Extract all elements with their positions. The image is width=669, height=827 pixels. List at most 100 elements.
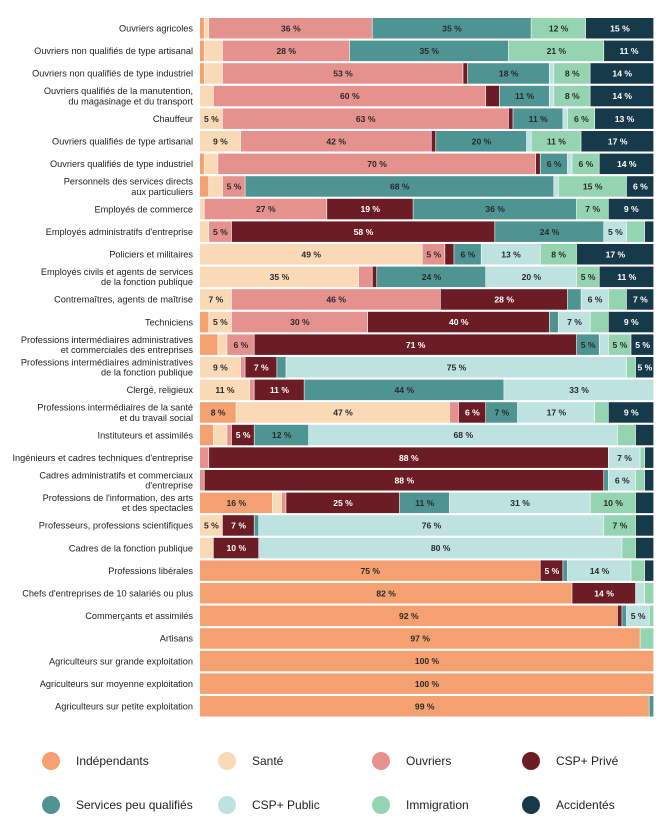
bar-row: Ouvriers non qualifiés de type artisanal… — [34, 40, 654, 62]
bar-segment-immigration — [558, 176, 627, 197]
bar-segment-ouvriers — [227, 424, 232, 446]
bar-segment-csp-priv- — [286, 492, 400, 514]
bar-segment-csp-priv- — [245, 357, 277, 378]
bar-row: Agriculteurs sur grande exploitation 100 … — [49, 650, 654, 672]
bar-segment-sant- — [204, 40, 223, 62]
data-label: 14 % — [594, 588, 614, 598]
bar-segment-services-peu-qualifi-s — [454, 244, 481, 265]
bar-segment-csp-public — [608, 470, 636, 491]
bar-segment-sant- — [200, 244, 422, 265]
bar-row: Instituteurs et assimilés 5 % 12 % 68 % — [98, 424, 654, 446]
bar-segment-csp-priv- — [222, 515, 254, 536]
data-label: 5 % — [581, 272, 596, 282]
legend-label: Santé — [252, 754, 284, 768]
legend-swatch — [42, 796, 60, 814]
data-label: 5 % — [426, 249, 441, 259]
bar-segment-services-peu-qualifi-s — [372, 18, 531, 39]
data-label: 7 % — [613, 521, 628, 531]
data-label: 5 % — [638, 362, 653, 372]
bar-segment-sant- — [200, 198, 204, 220]
bar-row: Ouvriers agricoles 36 % 35 % 12 % 15 % — [119, 18, 654, 39]
row-label-line: Ingénieurs et cadres techniques d'entrep… — [12, 453, 193, 463]
row-label-line: Instituteurs et assimilés — [98, 430, 194, 440]
data-label: 5 % — [213, 227, 228, 237]
bar-row: Commerçants et assimilés 92 % 5 % — [85, 605, 654, 627]
bar-segment-ind-pendants — [200, 311, 209, 333]
bar-row: Chefs d'entreprises de 10 salariés ou pl… — [22, 583, 654, 604]
row-label-line: Agriculteurs sur moyenne exploitation — [40, 679, 193, 689]
data-label: 28 % — [494, 295, 514, 305]
row-label-line: et commerciales des entreprises — [61, 345, 194, 355]
row-label-line: Policiers et militaires — [109, 249, 193, 259]
row-label: Agriculteurs sur petite exploitation — [55, 701, 193, 711]
bar-segment-immigration — [576, 266, 599, 288]
bar-segment-sant- — [200, 221, 209, 242]
bar-segment-immigration — [604, 515, 636, 536]
bar-segment-csp-public — [608, 447, 640, 468]
bar-segment-csp-public — [567, 560, 631, 581]
data-label: 6 % — [233, 340, 248, 350]
data-label: 100 % — [415, 656, 440, 666]
data-label: 75 % — [360, 566, 380, 576]
data-label: 7 % — [495, 408, 510, 418]
row-label-line: Professeurs, professions scientifiques — [39, 521, 194, 531]
legend-label: CSP+ Privé — [556, 754, 619, 768]
bar-segment-ouvriers — [222, 108, 509, 129]
data-label: 36 % — [281, 23, 301, 33]
legend-item: Indépendants — [42, 752, 149, 770]
data-label: 99 % — [415, 701, 435, 711]
bar-row: Artisans 97 % — [160, 628, 654, 649]
data-label: 20 % — [472, 136, 492, 146]
legend-label: Accidentés — [556, 798, 615, 812]
data-label: 6 % — [547, 159, 562, 169]
bar-segment-immigration — [640, 447, 645, 468]
row-label-line: Techniciens — [145, 317, 193, 327]
row-label-line: Chauffeur — [153, 114, 193, 124]
bar-segment-ouvriers — [218, 153, 536, 175]
bar-segment-services-peu-qualifi-s — [245, 176, 554, 197]
bar-row: Professions libérales 75 % 5 % 14 % — [108, 560, 654, 581]
bar-segment-csp-public — [259, 537, 622, 559]
bar-segment-accident-s — [626, 289, 654, 310]
legend-swatch — [372, 796, 390, 814]
data-label: 8 % — [565, 91, 580, 101]
bar-segment-sant- — [236, 402, 450, 423]
bar-segment-sant- — [204, 63, 223, 84]
legend-label: Indépendants — [76, 754, 149, 768]
bar-segment-accident-s — [635, 537, 654, 559]
bar-segment-sant- — [200, 379, 250, 401]
bar-segment-services-peu-qualifi-s — [467, 63, 549, 84]
row-label: Employés de commerce — [94, 204, 193, 214]
row-label: Ingénieurs et cadres techniques d'entrep… — [12, 453, 193, 463]
bar-segment-ouvriers — [422, 244, 445, 265]
bar-segment-accident-s — [590, 63, 654, 84]
bar-segment-accident-s — [599, 266, 654, 288]
data-label: 7 % — [231, 521, 246, 531]
data-label: 75 % — [447, 362, 467, 372]
data-label: 6 % — [615, 475, 630, 485]
bar-segment-sant- — [213, 424, 227, 446]
data-label: 7 % — [617, 453, 632, 463]
bar-segment-ind-pendants — [200, 628, 640, 649]
row-label-line: Ouvriers agricoles — [119, 23, 193, 33]
row-label: Ouvriers qualifiés de type artisanal — [52, 136, 193, 146]
bar-segment-csp-priv- — [367, 311, 549, 333]
data-label: 80 % — [431, 543, 451, 553]
bar-segment-immigration — [635, 470, 645, 491]
bar-segment-immigration — [554, 63, 590, 84]
bar-segment-sant- — [218, 334, 227, 355]
bar-segment-immigration — [644, 583, 654, 604]
legend-swatch — [372, 752, 390, 770]
data-label: 5 % — [236, 430, 251, 440]
row-label-line: de la fonction publique — [101, 277, 193, 287]
bar-segment-csp-priv- — [372, 266, 377, 288]
data-label: 5 % — [635, 340, 650, 350]
data-label: 27 % — [256, 204, 276, 214]
bar-segment-ind-pendants — [200, 673, 654, 694]
bar-row: Agriculteurs sur moyenne exploitation 100… — [40, 673, 654, 694]
bar-segment-ouvriers — [209, 18, 372, 39]
data-label: 7 % — [254, 362, 269, 372]
data-label: 6 % — [465, 408, 480, 418]
bar-segment-csp-public — [549, 85, 554, 107]
data-label: 5 % — [544, 566, 559, 576]
